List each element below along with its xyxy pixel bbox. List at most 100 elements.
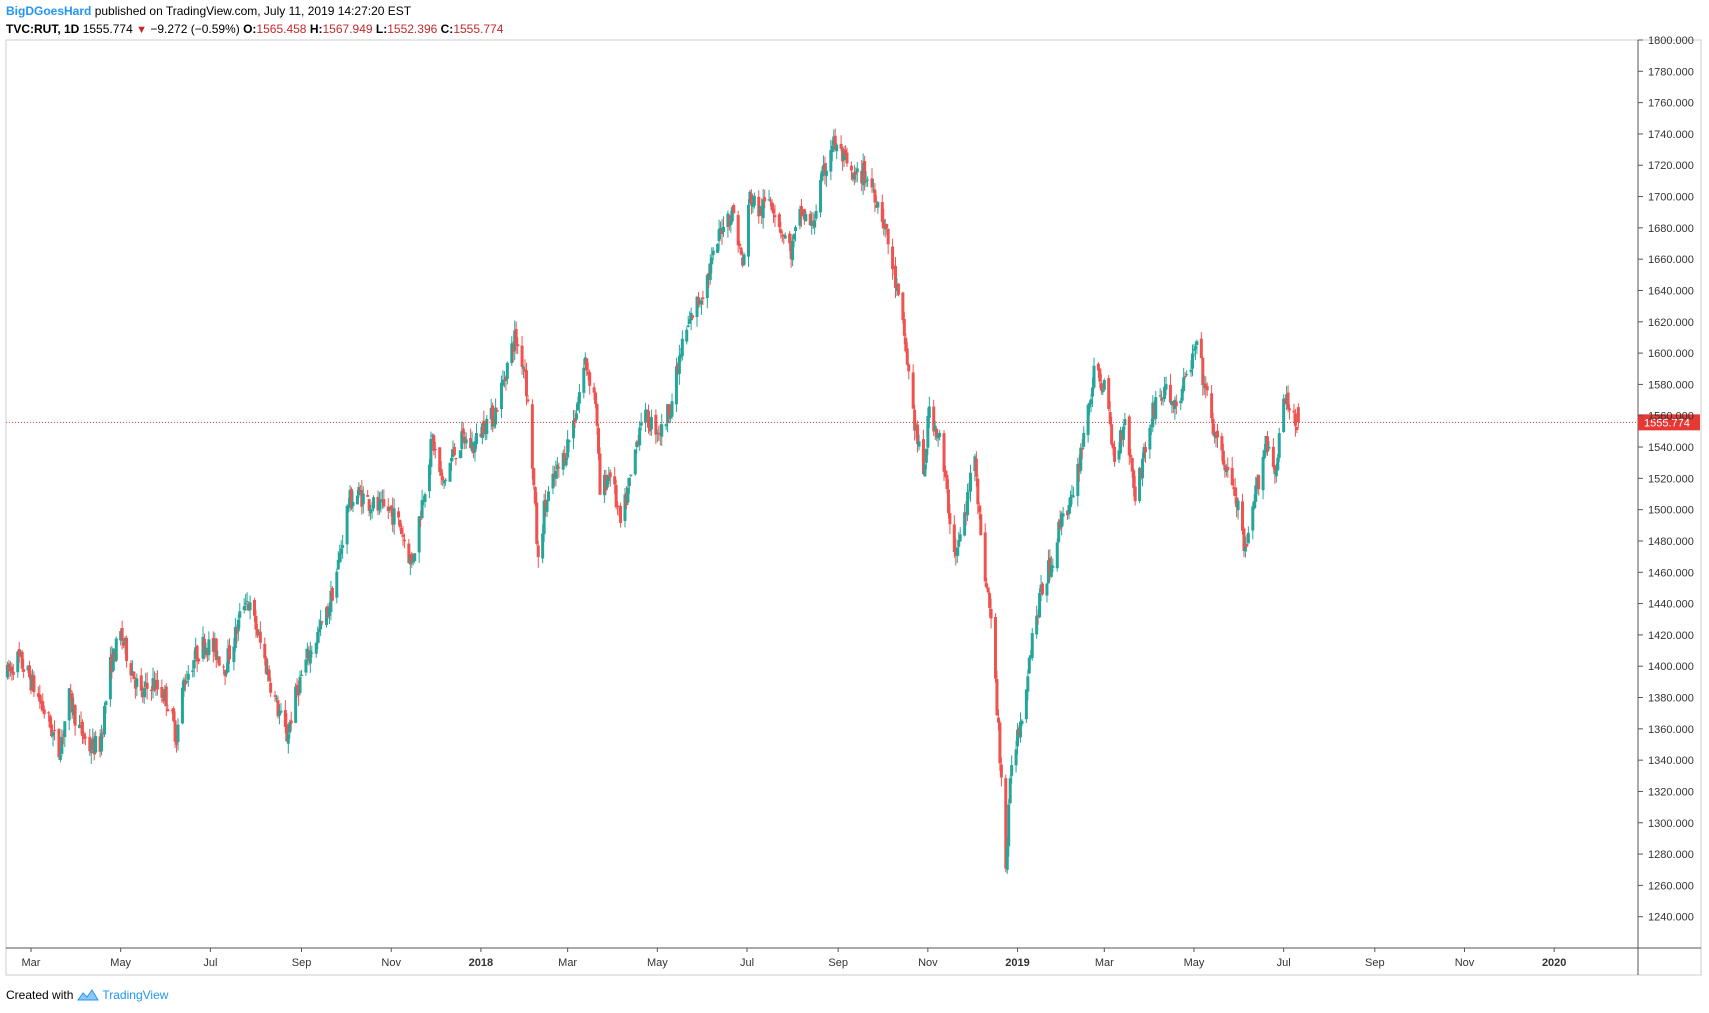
candle-body xyxy=(711,250,715,256)
candle-body xyxy=(217,656,221,666)
candle-body xyxy=(42,709,46,715)
candle-body xyxy=(522,367,526,369)
candle-body xyxy=(649,417,653,430)
candle-body xyxy=(777,214,781,228)
price-axis[interactable]: 1800.000 1780.000 1760.000 1740.000 1720.000… xyxy=(1638,35,1694,924)
candle-body xyxy=(460,431,464,450)
candle-body xyxy=(57,728,61,758)
author-link[interactable]: BigDGoesHard xyxy=(6,4,92,18)
candle-body xyxy=(736,215,740,246)
candle-body xyxy=(852,173,856,180)
candle-body xyxy=(695,296,699,317)
candle-body xyxy=(752,195,756,206)
candle-body xyxy=(773,215,777,218)
candle-body xyxy=(397,511,401,518)
candle-body xyxy=(338,552,342,563)
candle-body xyxy=(921,439,925,475)
candle-body xyxy=(998,722,1002,764)
candle-body xyxy=(120,627,124,642)
candle-body xyxy=(955,547,959,557)
x-tick-label: Sep xyxy=(1365,957,1385,969)
candle-body xyxy=(458,450,462,459)
candle-body xyxy=(576,401,580,411)
candle-body xyxy=(1233,487,1237,497)
candle-body xyxy=(258,631,262,643)
candle-body xyxy=(273,695,277,697)
candle-body xyxy=(1276,457,1280,471)
open-value: 1565.458 xyxy=(256,22,307,36)
candle-body xyxy=(771,208,775,214)
candle-body xyxy=(17,648,21,657)
candle-body xyxy=(238,611,242,618)
candle-body xyxy=(883,227,887,230)
candle-body xyxy=(1164,384,1168,390)
candle-body xyxy=(244,603,248,605)
candle-body xyxy=(761,199,765,219)
candle-body xyxy=(839,143,843,149)
candle-body xyxy=(685,329,689,342)
candle-body xyxy=(1296,407,1300,423)
candle-body xyxy=(176,724,180,742)
candle-body xyxy=(1045,583,1049,596)
y-tick-label: 1540.000 xyxy=(1648,442,1694,454)
candle-body xyxy=(1271,446,1275,467)
candle-body xyxy=(1179,400,1183,404)
candle-body xyxy=(329,590,333,612)
candle-body xyxy=(742,254,746,265)
candle-body xyxy=(870,178,874,188)
y-tick-label: 1260.000 xyxy=(1648,880,1694,892)
candle-body xyxy=(263,643,267,659)
candle-body xyxy=(1049,564,1053,577)
candle-body xyxy=(288,722,292,733)
candle-body xyxy=(88,736,92,752)
candle-body xyxy=(749,193,753,206)
candle-body xyxy=(150,689,154,692)
x-tick-label: Sep xyxy=(828,957,848,969)
candle-body xyxy=(1142,447,1146,459)
candle-body xyxy=(1088,402,1092,408)
candle-body xyxy=(926,415,930,448)
candle-body xyxy=(330,588,334,601)
candle-body xyxy=(175,740,179,745)
symbol-label[interactable]: TVC:RUT, 1D xyxy=(6,22,80,36)
candle-body xyxy=(252,600,256,616)
candle-body xyxy=(688,319,692,324)
y-tick-label: 1500.000 xyxy=(1648,505,1694,517)
candle-body xyxy=(844,149,848,155)
candle-body xyxy=(289,720,293,724)
candle-body xyxy=(432,435,436,451)
candle-body xyxy=(129,663,133,676)
candle-body xyxy=(935,428,939,438)
candle-body xyxy=(227,645,231,660)
candle-body xyxy=(73,705,77,726)
time-axis[interactable]: Mar May Jul Sep Nov 2018 Mar May Jul Sep Nov 2019 Ma… xyxy=(22,948,1567,969)
candle-body xyxy=(667,404,671,419)
price-chart[interactable]: 1555.774 1800.000 1780.000 1760.000 1740.00… xyxy=(0,0,1709,985)
candle-body xyxy=(1111,443,1115,449)
candle-body xyxy=(791,240,795,261)
candle-body xyxy=(1180,388,1184,401)
candle-body xyxy=(411,560,415,562)
candle-body xyxy=(1295,427,1299,431)
candle-body xyxy=(907,364,911,372)
candle-body xyxy=(1130,457,1134,472)
candle-body xyxy=(139,675,143,691)
candle-body xyxy=(464,439,468,444)
candle-body xyxy=(482,420,486,435)
candle-body xyxy=(1117,450,1121,460)
candle-body xyxy=(669,415,673,419)
candle-body xyxy=(400,528,404,535)
candle-body xyxy=(1246,532,1250,544)
tradingview-link[interactable]: TradingView xyxy=(77,988,168,1002)
tradingview-logo-icon xyxy=(77,989,100,1001)
candle-body xyxy=(67,688,71,721)
candle-body xyxy=(104,701,108,706)
candle-body xyxy=(974,458,978,477)
candle-body xyxy=(197,658,201,662)
y-tick-label: 1400.000 xyxy=(1648,661,1694,673)
candle-body xyxy=(830,145,834,153)
candle-body xyxy=(1240,501,1244,531)
candle-body xyxy=(996,717,1000,723)
candle-body xyxy=(904,337,908,352)
candle-body xyxy=(988,593,992,608)
